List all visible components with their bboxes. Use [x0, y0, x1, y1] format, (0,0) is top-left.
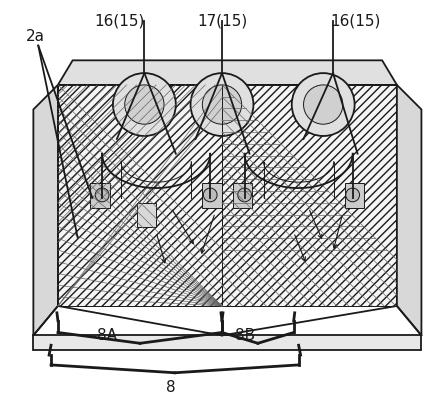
- Text: 17(15): 17(15): [197, 13, 247, 28]
- Text: 8: 8: [166, 379, 176, 395]
- Circle shape: [303, 85, 343, 124]
- Circle shape: [202, 85, 241, 124]
- Polygon shape: [33, 85, 58, 336]
- Text: 16(15): 16(15): [95, 13, 145, 28]
- Circle shape: [203, 188, 217, 202]
- Circle shape: [95, 188, 109, 202]
- Polygon shape: [222, 85, 397, 306]
- Polygon shape: [136, 203, 156, 227]
- Circle shape: [346, 188, 360, 202]
- Text: 2a: 2a: [26, 29, 44, 44]
- Polygon shape: [397, 85, 421, 336]
- Polygon shape: [58, 60, 397, 85]
- Circle shape: [113, 73, 176, 136]
- Text: 16(15): 16(15): [330, 13, 381, 28]
- Circle shape: [125, 85, 164, 124]
- Polygon shape: [345, 183, 365, 208]
- Polygon shape: [53, 85, 397, 306]
- Circle shape: [190, 73, 253, 136]
- Polygon shape: [33, 336, 421, 350]
- Polygon shape: [202, 183, 222, 208]
- Text: 8A: 8A: [97, 328, 117, 343]
- Circle shape: [238, 188, 252, 202]
- Circle shape: [292, 73, 355, 136]
- Polygon shape: [58, 85, 222, 306]
- Polygon shape: [90, 183, 110, 208]
- Text: 8B: 8B: [234, 328, 255, 343]
- Polygon shape: [233, 183, 253, 208]
